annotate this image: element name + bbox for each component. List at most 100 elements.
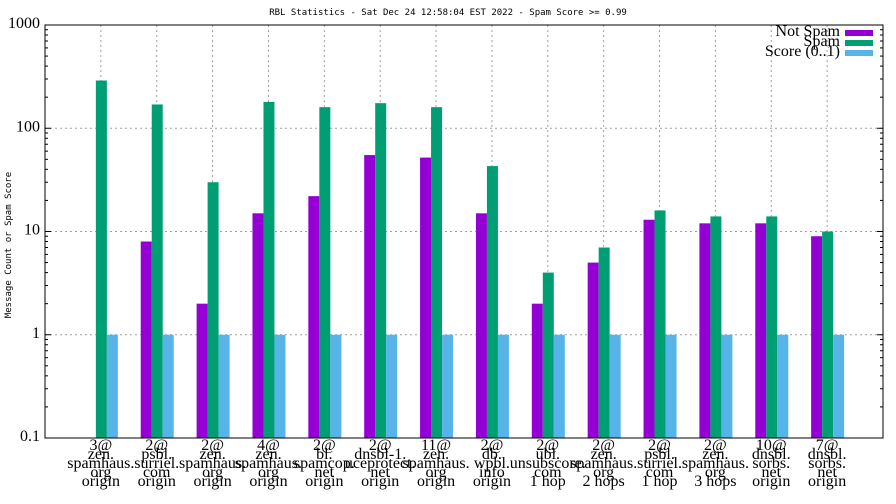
- bar: [207, 182, 219, 438]
- bar: [497, 334, 509, 438]
- x-category-line: spamcop.: [294, 455, 355, 472]
- x-category-label: 2@ db. wpbl. info origin: [473, 437, 511, 490]
- x-category-line: surriel.: [637, 455, 682, 472]
- bar: [822, 231, 834, 438]
- bar: [364, 155, 376, 438]
- chart-title: RBL Statistics - Sat Dec 24 12:58:04 EST…: [269, 8, 627, 18]
- x-category-line: dnsbl.: [752, 446, 791, 463]
- x-category-line: spamhaus.: [682, 455, 749, 472]
- y-axis-label: Message Count or Spam Score: [4, 172, 14, 318]
- x-category-line: spamhaus.: [67, 455, 134, 472]
- x-category-line: 2@: [536, 437, 559, 454]
- y-tick-label: 100: [16, 118, 40, 135]
- bar: [263, 101, 275, 438]
- bar: [252, 213, 264, 438]
- legend-swatch: [845, 30, 873, 36]
- y-tick-label: 0.1: [20, 428, 40, 445]
- x-category-line: 3@: [89, 437, 112, 454]
- bar: [140, 241, 152, 438]
- x-category-line: dnsbl.: [808, 446, 847, 463]
- x-category-line: info: [479, 464, 505, 481]
- legend-label: Spam: [804, 33, 841, 50]
- x-category-line: unsubscore.: [510, 455, 586, 472]
- x-category-line: 7@: [816, 437, 839, 454]
- x-category-line: 3 hops: [694, 473, 736, 490]
- x-category-line: com: [534, 464, 562, 481]
- bar: [710, 216, 722, 438]
- x-category-line: 1 hop: [530, 473, 566, 490]
- x-category-line: 2@: [145, 437, 168, 454]
- x-category-line: db.: [482, 446, 502, 463]
- x-category-line: org: [90, 464, 111, 481]
- x-category-line: sorbs.: [752, 455, 790, 472]
- legend-label: Score (0..1): [765, 43, 840, 60]
- x-category-line: origin: [138, 473, 176, 490]
- bar: [755, 223, 767, 438]
- bar: [721, 334, 733, 438]
- x-category-line: net: [370, 464, 390, 481]
- bar: [531, 303, 543, 438]
- bar: [442, 334, 454, 438]
- bar: [319, 107, 331, 438]
- x-category-line: 2@: [201, 437, 224, 454]
- bar: [609, 334, 621, 438]
- x-category-line: spamhaus.: [570, 455, 637, 472]
- legend-swatch: [845, 50, 873, 56]
- x-category-line: origin: [193, 473, 231, 490]
- bar: [699, 223, 711, 438]
- x-category-label: 4@ zen. spamhaus. org origin: [235, 437, 302, 490]
- bar: [308, 196, 320, 438]
- y-tick-label: 1000: [8, 15, 40, 32]
- bar: [542, 272, 554, 438]
- x-category-line: psbl.: [644, 446, 675, 463]
- x-category-line: org: [258, 464, 279, 481]
- y-tick-label: 10: [24, 222, 40, 239]
- x-category-line: bl.: [316, 446, 332, 463]
- x-category-line: zen.: [423, 446, 449, 463]
- x-category-line: org: [705, 464, 726, 481]
- x-category-line: origin: [808, 473, 846, 490]
- x-category-line: origin: [752, 473, 790, 490]
- bar: [665, 334, 677, 438]
- x-category-line: origin: [249, 473, 287, 490]
- x-category-line: uceprotect.: [345, 455, 416, 472]
- bar: [274, 334, 286, 438]
- bar: [475, 213, 487, 438]
- x-category-line: org: [426, 464, 447, 481]
- bar: [196, 303, 208, 438]
- bars: [95, 80, 845, 439]
- x-category-line: sorbs.: [808, 455, 846, 472]
- bar: [766, 216, 778, 438]
- bar: [643, 219, 655, 438]
- bar: [95, 80, 107, 438]
- bar: [218, 334, 230, 438]
- bar: [811, 236, 823, 438]
- x-category-line: spamhaus.: [179, 455, 246, 472]
- bar: [151, 104, 163, 438]
- bar: [420, 157, 432, 439]
- x-category-line: 2 hops: [583, 473, 625, 490]
- x-category-label: 10@ dnsbl. sorbs. net origin: [752, 437, 791, 490]
- bar: [162, 334, 174, 438]
- x-category-label: 11@ zen. spamhaus. org origin: [403, 437, 470, 490]
- x-category-label: 2@ zen. spamhaus. org 3 hops: [682, 437, 749, 490]
- x-category-line: surriel.: [134, 455, 179, 472]
- x-category-line: 2@: [481, 437, 504, 454]
- x-category-line: wpbl.: [474, 455, 510, 472]
- bar: [431, 107, 443, 438]
- legend-swatch: [845, 40, 873, 46]
- x-category-line: spamhaus.: [403, 455, 470, 472]
- x-category-line: 2@: [704, 437, 727, 454]
- x-category-label: 2@ dnsbl-1. uceprotect. net origin: [345, 437, 416, 490]
- bar: [654, 210, 666, 438]
- bar: [375, 103, 387, 439]
- x-category-label: 2@ psbl. surriel. com origin: [134, 437, 179, 490]
- x-category-label: 2@ bl. spamcop. net origin: [294, 437, 355, 490]
- x-category-line: 2@: [648, 437, 671, 454]
- x-category-line: 2@: [592, 437, 615, 454]
- x-category-line: ubl.: [536, 446, 560, 463]
- x-category-line: 10@: [756, 437, 787, 454]
- x-category-line: zen.: [88, 446, 114, 463]
